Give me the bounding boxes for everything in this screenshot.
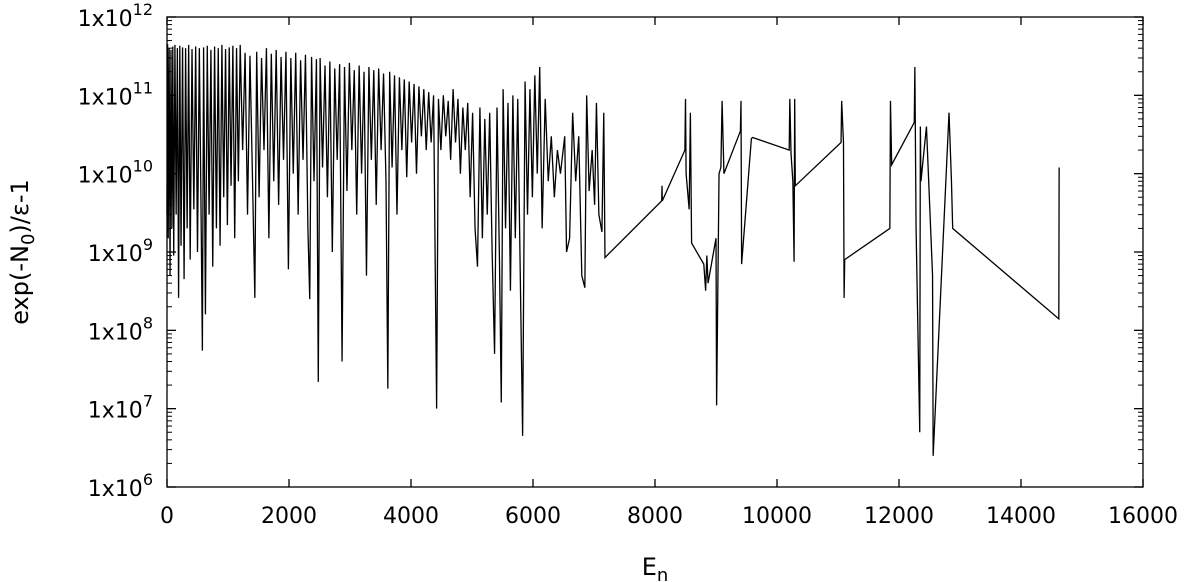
y-tick-label-4: 1x1010 <box>78 157 153 189</box>
x-tick-label-7: 14000 <box>986 504 1056 529</box>
x-tick-label-2: 4000 <box>383 504 439 529</box>
x-tick-label-8: 16000 <box>1108 504 1178 529</box>
y-axis-title: exp(-N0)/ε-1 <box>6 179 39 325</box>
x-axis: 0 2000 4000 6000 8000 10000 12000 14000 16000 <box>160 17 1178 529</box>
y-tick-label-1: 1x107 <box>88 392 153 424</box>
x-tick-label-4: 8000 <box>627 504 683 529</box>
x-tick-label-0: 0 <box>160 504 174 529</box>
plot-area <box>166 16 1144 488</box>
x-axis-title: En <box>642 553 669 582</box>
y-tick-label-0: 1x106 <box>88 470 153 502</box>
x-tick-label-1: 2000 <box>261 504 317 529</box>
series-0-line <box>166 44 1060 456</box>
plot-frame <box>166 16 1144 488</box>
y-tick-label-3: 1x109 <box>88 235 153 267</box>
y-tick-label-6: 1x1012 <box>78 0 153 32</box>
x-tick-label-6: 12000 <box>864 504 934 529</box>
y-tick-label-5: 1x1011 <box>78 78 153 110</box>
y-tick-label-2: 1x108 <box>88 313 153 345</box>
x-tick-label-3: 6000 <box>505 504 561 529</box>
x-tick-label-5: 10000 <box>742 504 812 529</box>
y-axis: 1x106 1x107 1x108 1x109 1x1010 1x1011 1x1012 <box>78 0 1143 502</box>
